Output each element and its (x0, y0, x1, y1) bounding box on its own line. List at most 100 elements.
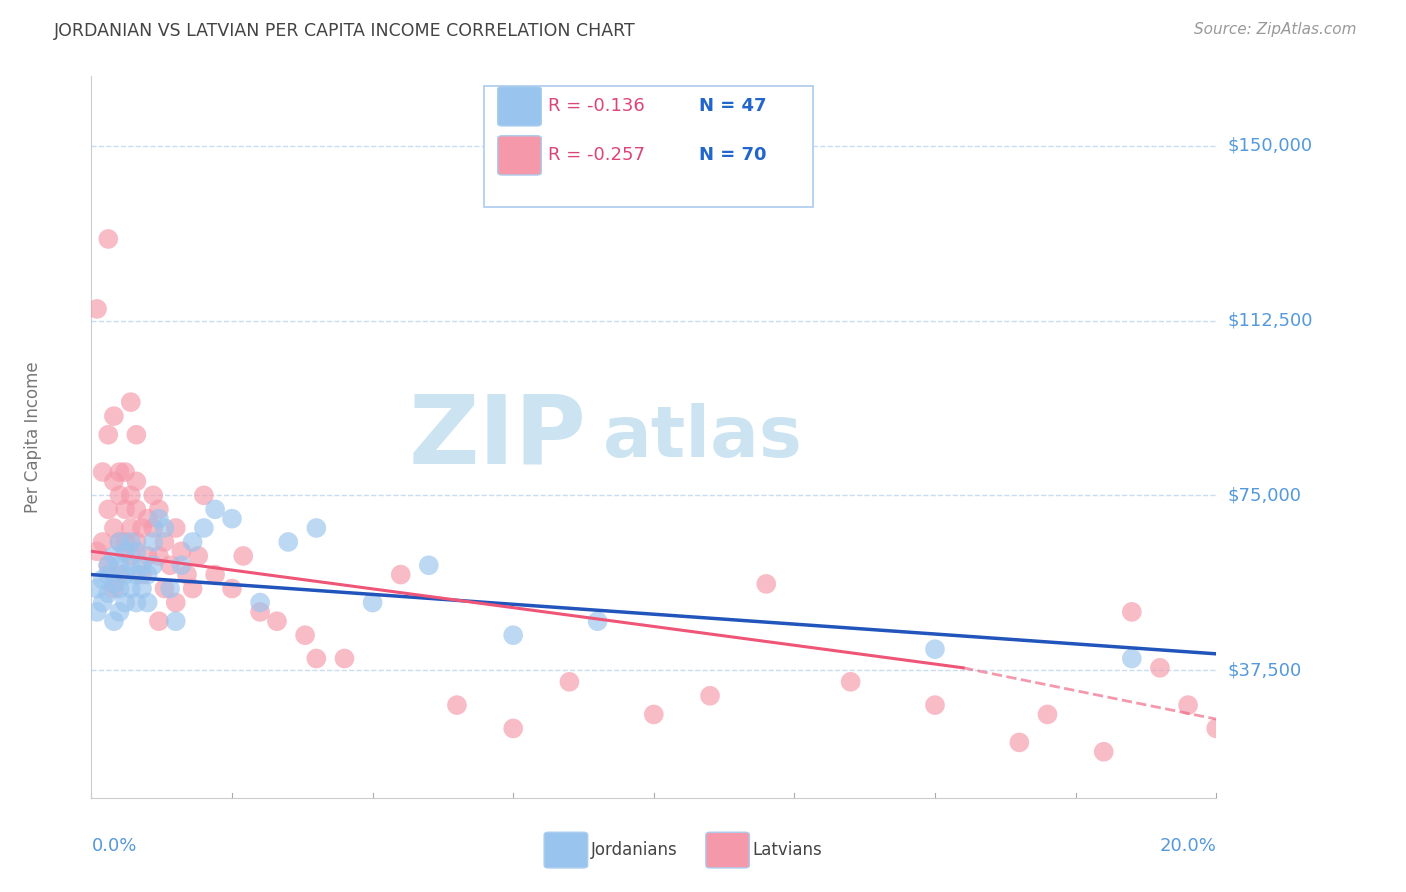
Point (114, 465, 136, 479)
Point (91, 535, 114, 549)
Point (125, 535, 148, 549)
Point (97, 502, 120, 516)
Point (148, 511, 170, 525)
Point (91, 596, 114, 610)
Point (108, 567, 131, 582)
Point (131, 582, 153, 596)
Point (277, 535, 299, 549)
Point (1121, 605, 1143, 619)
Point (131, 558, 153, 573)
Point (120, 582, 142, 596)
Point (1205, 722, 1227, 736)
Point (86, 605, 108, 619)
Text: Jordanians: Jordanians (591, 841, 678, 859)
Point (120, 395, 142, 409)
Point (103, 614, 125, 628)
Point (148, 614, 170, 628)
Point (699, 689, 721, 703)
Text: $150,000: $150,000 (1227, 136, 1312, 154)
Point (114, 567, 136, 582)
Point (361, 596, 384, 610)
Point (924, 698, 946, 712)
Point (136, 549, 159, 563)
Point (1036, 707, 1059, 722)
Point (97, 586, 120, 600)
Point (125, 567, 148, 582)
Point (159, 558, 181, 573)
Point (839, 674, 862, 689)
Point (97, 567, 120, 582)
Point (108, 488, 131, 502)
Point (305, 651, 328, 665)
Point (1008, 735, 1031, 749)
Point (108, 558, 131, 573)
Point (204, 502, 226, 516)
Point (114, 544, 136, 558)
Point (97, 558, 120, 573)
Point (181, 582, 204, 596)
Point (108, 535, 131, 549)
Point (120, 488, 142, 502)
Point (97, 427, 120, 442)
Point (131, 567, 153, 582)
Point (1149, 661, 1171, 675)
Point (153, 521, 176, 535)
Text: N = 47: N = 47 (699, 97, 766, 115)
Point (193, 488, 215, 502)
Point (165, 614, 187, 628)
Point (108, 582, 131, 596)
Point (159, 582, 181, 596)
Point (221, 511, 243, 525)
Point (86, 544, 108, 558)
Point (193, 521, 215, 535)
Point (148, 502, 170, 516)
Point (558, 674, 581, 689)
Point (153, 535, 176, 549)
Point (114, 502, 136, 516)
Point (232, 549, 254, 563)
Point (86, 582, 108, 596)
Point (176, 567, 198, 582)
Point (1092, 745, 1115, 759)
Point (103, 475, 125, 489)
Point (108, 605, 131, 619)
Point (305, 521, 328, 535)
Point (136, 567, 159, 582)
Text: 20.0%: 20.0% (1160, 838, 1216, 855)
Point (97, 558, 120, 573)
Point (120, 535, 142, 549)
Text: R = -0.136: R = -0.136 (548, 97, 645, 115)
Text: Latvians: Latvians (752, 841, 823, 859)
Text: N = 70: N = 70 (699, 146, 766, 164)
Point (131, 521, 153, 535)
Point (924, 642, 946, 657)
Point (389, 567, 412, 582)
Point (114, 535, 136, 549)
Point (125, 544, 148, 558)
Point (266, 614, 288, 628)
Point (91, 465, 114, 479)
Point (181, 535, 204, 549)
Text: JORDANIAN VS LATVIAN PER CAPITA INCOME CORRELATION CHART: JORDANIAN VS LATVIAN PER CAPITA INCOME C… (53, 22, 636, 40)
Point (125, 502, 148, 516)
Point (120, 521, 142, 535)
Point (103, 521, 125, 535)
Point (108, 535, 131, 549)
Point (136, 596, 159, 610)
Point (136, 511, 159, 525)
Point (221, 582, 243, 596)
Point (249, 596, 271, 610)
Text: $37,500: $37,500 (1227, 661, 1302, 679)
Point (142, 521, 165, 535)
Point (142, 488, 165, 502)
Point (103, 549, 125, 563)
Text: R = -0.257: R = -0.257 (548, 146, 645, 164)
Point (125, 596, 148, 610)
Point (418, 558, 440, 573)
Point (249, 605, 271, 619)
Point (165, 596, 187, 610)
Text: Per Capita Income: Per Capita Income (24, 361, 42, 513)
Point (170, 558, 193, 573)
Point (97, 232, 120, 246)
Point (91, 572, 114, 586)
